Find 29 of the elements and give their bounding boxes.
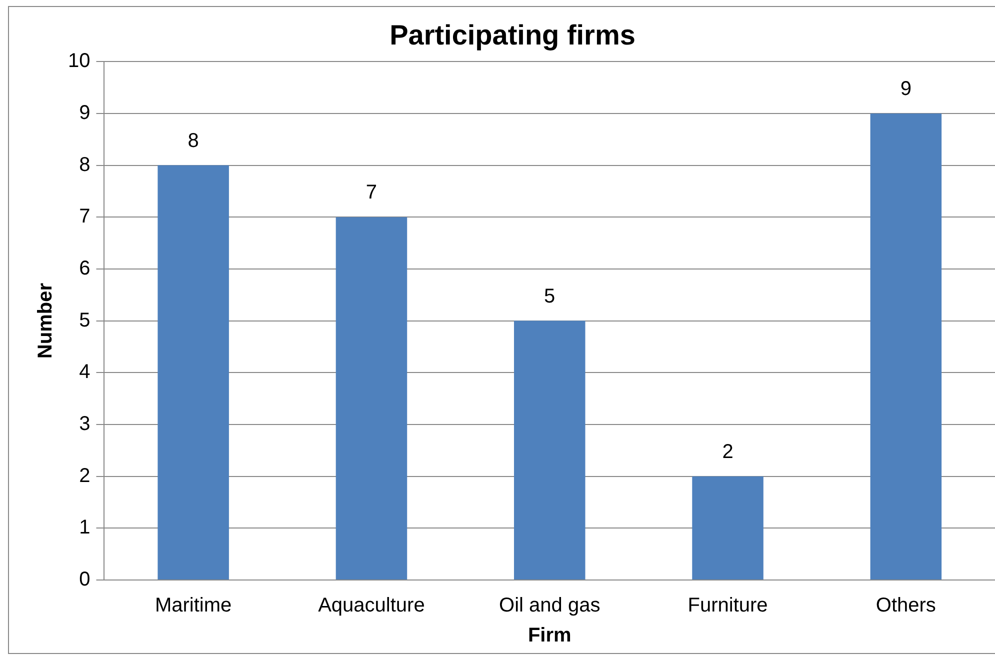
data-label: 9 bbox=[900, 78, 912, 100]
chart-title: Participating firms bbox=[390, 20, 636, 51]
y-tick-label: 8 bbox=[79, 154, 90, 176]
y-tick-label: 6 bbox=[79, 257, 90, 280]
data-label: 7 bbox=[366, 182, 378, 204]
bar bbox=[158, 165, 229, 580]
x-axis-title: Firm bbox=[528, 624, 572, 647]
y-tick-label: 5 bbox=[79, 309, 90, 332]
x-tick-label: Maritime bbox=[154, 594, 232, 617]
x-tick-label: Aquaculture bbox=[318, 594, 425, 617]
data-label: 5 bbox=[544, 285, 556, 308]
bar bbox=[514, 320, 586, 580]
y-axis-title: Number bbox=[34, 282, 57, 359]
x-tick-label: Others bbox=[876, 594, 936, 617]
y-tick-label: 7 bbox=[79, 206, 90, 228]
y-tick-label: 9 bbox=[79, 102, 90, 124]
data-label: 8 bbox=[188, 130, 199, 152]
bar bbox=[870, 113, 942, 580]
y-tick-label: 1 bbox=[79, 516, 90, 539]
y-tick-label: 10 bbox=[68, 50, 90, 72]
y-tick-label: 4 bbox=[79, 361, 90, 384]
y-tick-label: 0 bbox=[79, 568, 90, 591]
x-tick-label: Oil and gas bbox=[499, 594, 600, 617]
x-tick-label: Furniture bbox=[688, 594, 768, 617]
y-tick-label: 2 bbox=[79, 464, 90, 487]
data-label: 2 bbox=[722, 440, 734, 463]
bar bbox=[692, 476, 764, 580]
y-tick-label: 3 bbox=[79, 412, 90, 435]
bar bbox=[336, 217, 408, 580]
